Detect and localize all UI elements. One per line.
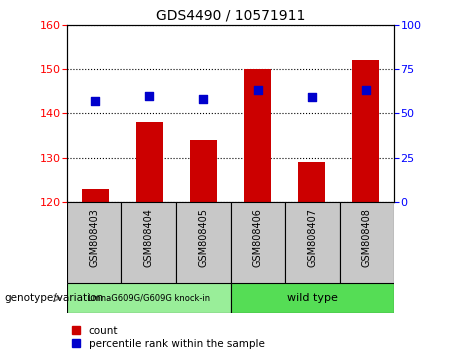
Bar — [244, 69, 271, 202]
Bar — [121, 202, 176, 283]
Point — [254, 87, 261, 93]
Bar — [352, 60, 379, 202]
Point — [308, 95, 315, 100]
Bar — [298, 162, 325, 202]
Bar — [340, 202, 394, 283]
Point — [146, 93, 153, 98]
Bar — [82, 188, 109, 202]
Text: GSM808407: GSM808407 — [307, 208, 317, 267]
Title: GDS4490 / 10571911: GDS4490 / 10571911 — [156, 8, 305, 22]
Point — [362, 87, 369, 93]
Text: GSM808408: GSM808408 — [362, 208, 372, 267]
Bar — [285, 202, 340, 283]
Text: LmnaG609G/G609G knock-in: LmnaG609G/G609G knock-in — [88, 294, 210, 303]
Bar — [176, 202, 230, 283]
Text: genotype/variation: genotype/variation — [5, 293, 104, 303]
Legend: count, percentile rank within the sample: count, percentile rank within the sample — [72, 326, 265, 349]
Bar — [190, 140, 217, 202]
Text: GSM808403: GSM808403 — [89, 208, 99, 267]
Bar — [230, 283, 394, 313]
Point — [200, 96, 207, 102]
Point — [92, 98, 99, 104]
Bar — [67, 202, 121, 283]
Bar — [67, 283, 230, 313]
Text: GSM808406: GSM808406 — [253, 208, 263, 267]
Text: GSM808405: GSM808405 — [198, 208, 208, 267]
Bar — [136, 122, 163, 202]
Text: wild type: wild type — [287, 293, 338, 303]
Text: GSM808404: GSM808404 — [144, 208, 154, 267]
Bar — [230, 202, 285, 283]
